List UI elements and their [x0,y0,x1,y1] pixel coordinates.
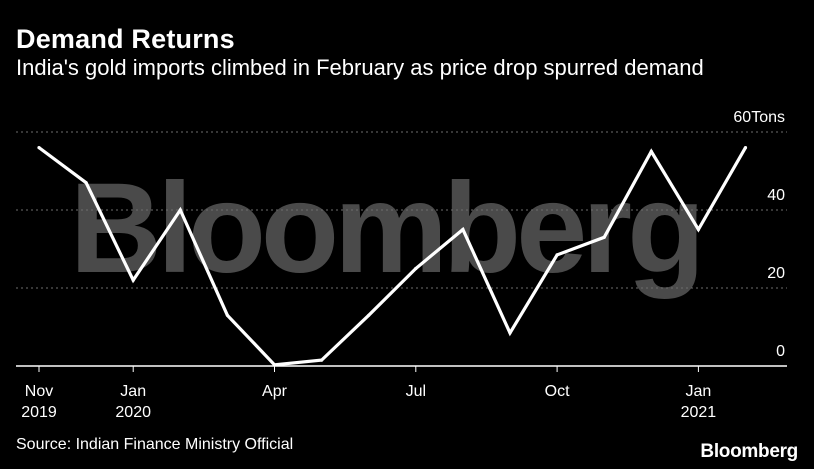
axis-layer: 0 20 40 60Tons Nov 2019 Jan 2020 Apr Jul Oct Jan 202… [16,109,787,421]
x-tick-label: Apr [262,383,288,400]
gold-imports-series-line [38,146,747,367]
y-tick-label: 40 [767,187,785,204]
y-tick-label: 0 [776,343,785,360]
data-point [602,235,606,239]
x-tick-label: Jul [406,383,426,400]
data-point [84,181,88,185]
data-point [131,278,135,282]
data-point [555,253,559,257]
data-point [508,331,512,335]
data-point [696,227,701,232]
x-tick-year-label: 2021 [681,404,717,421]
x-tick-label: Nov [25,383,53,400]
data-point [272,363,277,367]
bloomberg-logo: Bloomberg [700,441,798,462]
line-layer [37,146,748,367]
x-tick-year-label: 2019 [21,404,57,421]
data-point [225,313,229,317]
data-point [178,208,182,212]
chart-subtitle: India's gold imports climbed in February… [16,55,704,80]
y-tick-label: 20 [767,265,785,282]
data-point [414,266,418,271]
x-tick-label: Jan [120,383,146,400]
grid-layer [16,131,787,289]
data-point [461,227,465,232]
data-point [367,313,371,317]
watermark-layer: Bloomberg [70,157,706,300]
bloomberg-watermark: Bloomberg [70,157,701,300]
x-tick-label: Jan [686,383,712,400]
data-point [743,146,748,150]
y-tick-label: 60Tons [733,109,785,126]
source-note: Source: Indian Finance Ministry Official [16,436,294,453]
chart-title: Demand Returns [16,24,235,54]
x-tick-label: Oct [545,383,570,400]
data-point [320,358,324,362]
data-point [37,146,41,150]
x-tick-year-label: 2020 [115,404,151,421]
data-point [649,149,653,154]
